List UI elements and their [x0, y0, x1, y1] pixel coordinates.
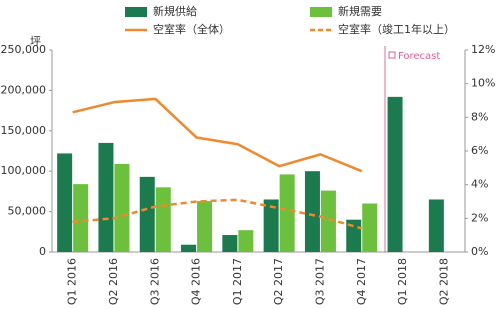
bar — [155, 187, 171, 252]
bar — [98, 142, 114, 252]
legend-swatch — [310, 7, 332, 17]
x-tick-label: Q1 2017 — [231, 258, 244, 305]
y2-tick-label: 2% — [471, 211, 488, 224]
bar — [263, 199, 279, 252]
bar — [387, 96, 403, 252]
y-tick-label: 250,000 — [1, 43, 47, 56]
bar — [238, 230, 254, 252]
bar — [139, 176, 155, 252]
bar — [428, 199, 444, 252]
line — [72, 198, 363, 230]
y-tick-label: 150,000 — [1, 124, 47, 137]
x-tick-label: Q4 2016 — [190, 258, 203, 305]
x-tick-label: Q3 2017 — [313, 258, 326, 305]
bar — [222, 235, 238, 252]
y2-tick-label: 0% — [471, 245, 488, 258]
y2-tick-label: 12% — [471, 43, 495, 56]
x-tick-label: Q2 2017 — [272, 258, 285, 305]
x-tick-label: Q3 2016 — [148, 258, 161, 305]
forecast-label: Forecast — [398, 51, 440, 62]
legend-label: 新規供給 — [153, 4, 197, 18]
bar — [197, 201, 213, 252]
bar — [181, 244, 197, 252]
y-tick-label: 200,000 — [1, 83, 47, 96]
y2-tick-label: 8% — [471, 110, 488, 123]
bar — [320, 190, 336, 252]
y-unit: 坪 — [30, 35, 41, 48]
bar — [362, 203, 378, 252]
y2-tick-label: 10% — [471, 77, 495, 90]
y-tick-label: 50,000 — [8, 205, 47, 218]
x-tick-label: Q4 2017 — [355, 258, 368, 305]
line — [72, 97, 363, 173]
bar — [279, 174, 295, 252]
x-tick-label: Q2 2018 — [437, 258, 450, 305]
x-tick-label: Q2 2016 — [107, 258, 120, 305]
y2-tick-label: 6% — [471, 144, 488, 157]
y2-tick-label: 4% — [471, 178, 488, 191]
x-tick-label: Q1 2016 — [66, 258, 79, 305]
bar — [57, 153, 73, 252]
legend-label: 空室率（全体） — [153, 22, 230, 36]
legend-label: 空室率（竣工1年以上） — [338, 22, 455, 36]
legend-swatch — [125, 7, 147, 17]
bar — [114, 163, 130, 252]
legend-label: 新規需要 — [338, 4, 382, 18]
y-tick-label: 100,000 — [1, 164, 47, 177]
x-tick-label: Q1 2018 — [396, 258, 409, 305]
bar — [73, 184, 89, 252]
forecast-icon — [388, 51, 396, 59]
bar — [304, 171, 320, 252]
y-tick-label: 0 — [39, 245, 46, 258]
